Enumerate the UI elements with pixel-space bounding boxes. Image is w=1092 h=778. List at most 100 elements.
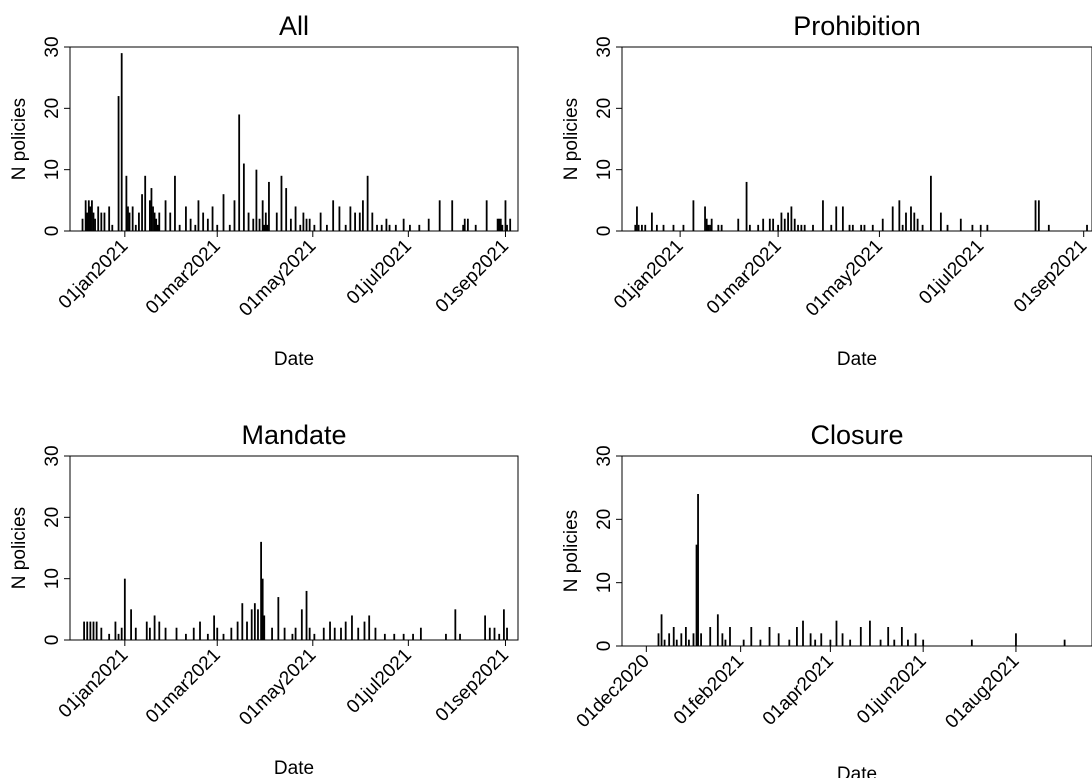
bar — [241, 603, 244, 640]
bar — [86, 621, 89, 640]
bar — [233, 200, 236, 231]
bar — [185, 206, 187, 231]
bar — [253, 603, 256, 640]
x-tick-label: 01apr2021 — [759, 651, 838, 730]
bar — [255, 169, 258, 231]
chart-title: Closure — [810, 420, 903, 450]
bar — [230, 627, 233, 640]
x-tick-label: 01jan2021 — [610, 236, 688, 314]
bar — [91, 200, 93, 231]
bar — [206, 633, 209, 640]
bar — [657, 633, 660, 646]
bar — [695, 544, 698, 646]
bar — [164, 627, 167, 640]
bar — [788, 639, 791, 646]
bar — [175, 627, 178, 640]
bar — [236, 621, 239, 640]
bar — [901, 224, 904, 231]
bar — [724, 639, 727, 646]
bar — [358, 212, 361, 231]
bar — [717, 224, 720, 231]
bar — [145, 621, 148, 640]
chart-panel-closure: Closure 0 10 20 30 01dec2020 01feb2021 01apr202… — [561, 420, 1092, 778]
bar — [95, 621, 98, 640]
bar — [402, 633, 405, 640]
bar — [704, 206, 706, 231]
bar — [130, 609, 132, 640]
chart-title: All — [279, 11, 309, 41]
bar — [300, 609, 303, 640]
bar — [959, 218, 962, 231]
bar — [291, 633, 294, 640]
bar — [120, 53, 123, 231]
bar — [986, 224, 989, 231]
y-tick-label: 0 — [594, 226, 615, 237]
bar — [485, 200, 488, 231]
bar — [636, 206, 638, 231]
bar — [800, 224, 803, 231]
chart-title: Prohibition — [793, 11, 921, 41]
bar — [710, 218, 713, 231]
bar — [228, 224, 231, 231]
bar — [87, 200, 90, 231]
bar — [260, 541, 262, 640]
bar — [264, 212, 267, 231]
y-tick-label: 20 — [594, 509, 615, 530]
y-tick-label: 10 — [594, 159, 615, 180]
bar — [81, 218, 84, 231]
bar — [757, 224, 760, 231]
y-axis-label: N policies — [561, 98, 582, 180]
plot-frame — [69, 46, 519, 232]
bar — [641, 224, 643, 231]
bar — [100, 212, 103, 231]
bar — [427, 218, 430, 231]
plot-frame — [621, 46, 1092, 232]
bar — [266, 224, 269, 231]
bar — [662, 224, 665, 231]
bar — [263, 224, 266, 231]
y-tick-label: 20 — [42, 98, 63, 119]
bar — [313, 633, 316, 640]
bar — [117, 96, 120, 231]
bar — [812, 224, 814, 231]
bar — [134, 627, 137, 640]
bar — [363, 621, 366, 640]
bar — [814, 639, 817, 646]
bar — [871, 224, 874, 231]
x-tick-label: 01sep2021 — [432, 645, 513, 726]
bar — [859, 627, 862, 646]
x-axis-label: Date — [837, 349, 877, 370]
bar — [111, 224, 114, 231]
bar — [780, 212, 783, 231]
bar — [294, 206, 297, 231]
bar — [388, 224, 391, 231]
bar — [849, 639, 852, 646]
bar — [970, 639, 973, 646]
bar — [158, 212, 161, 231]
bar — [506, 627, 508, 640]
bar — [108, 633, 111, 640]
bar — [368, 615, 371, 640]
x-tick-label: 01jan2021 — [55, 236, 133, 314]
bar — [120, 627, 123, 640]
bar — [329, 621, 331, 640]
x-tick-label: 01mar2021 — [703, 236, 786, 319]
bar — [97, 206, 100, 231]
bar — [275, 212, 278, 231]
bar — [916, 218, 919, 231]
bar — [338, 206, 341, 231]
bar — [907, 639, 909, 646]
bar — [94, 218, 96, 231]
bar — [650, 212, 653, 231]
bar — [289, 218, 292, 231]
bar — [261, 200, 264, 231]
bar — [499, 218, 502, 231]
bar — [333, 627, 336, 640]
y-tick-label: 30 — [594, 36, 615, 57]
bar — [860, 224, 863, 231]
bar — [682, 224, 685, 231]
bar — [655, 224, 658, 231]
bar — [174, 175, 176, 231]
bar — [748, 224, 751, 231]
bar — [796, 627, 798, 646]
